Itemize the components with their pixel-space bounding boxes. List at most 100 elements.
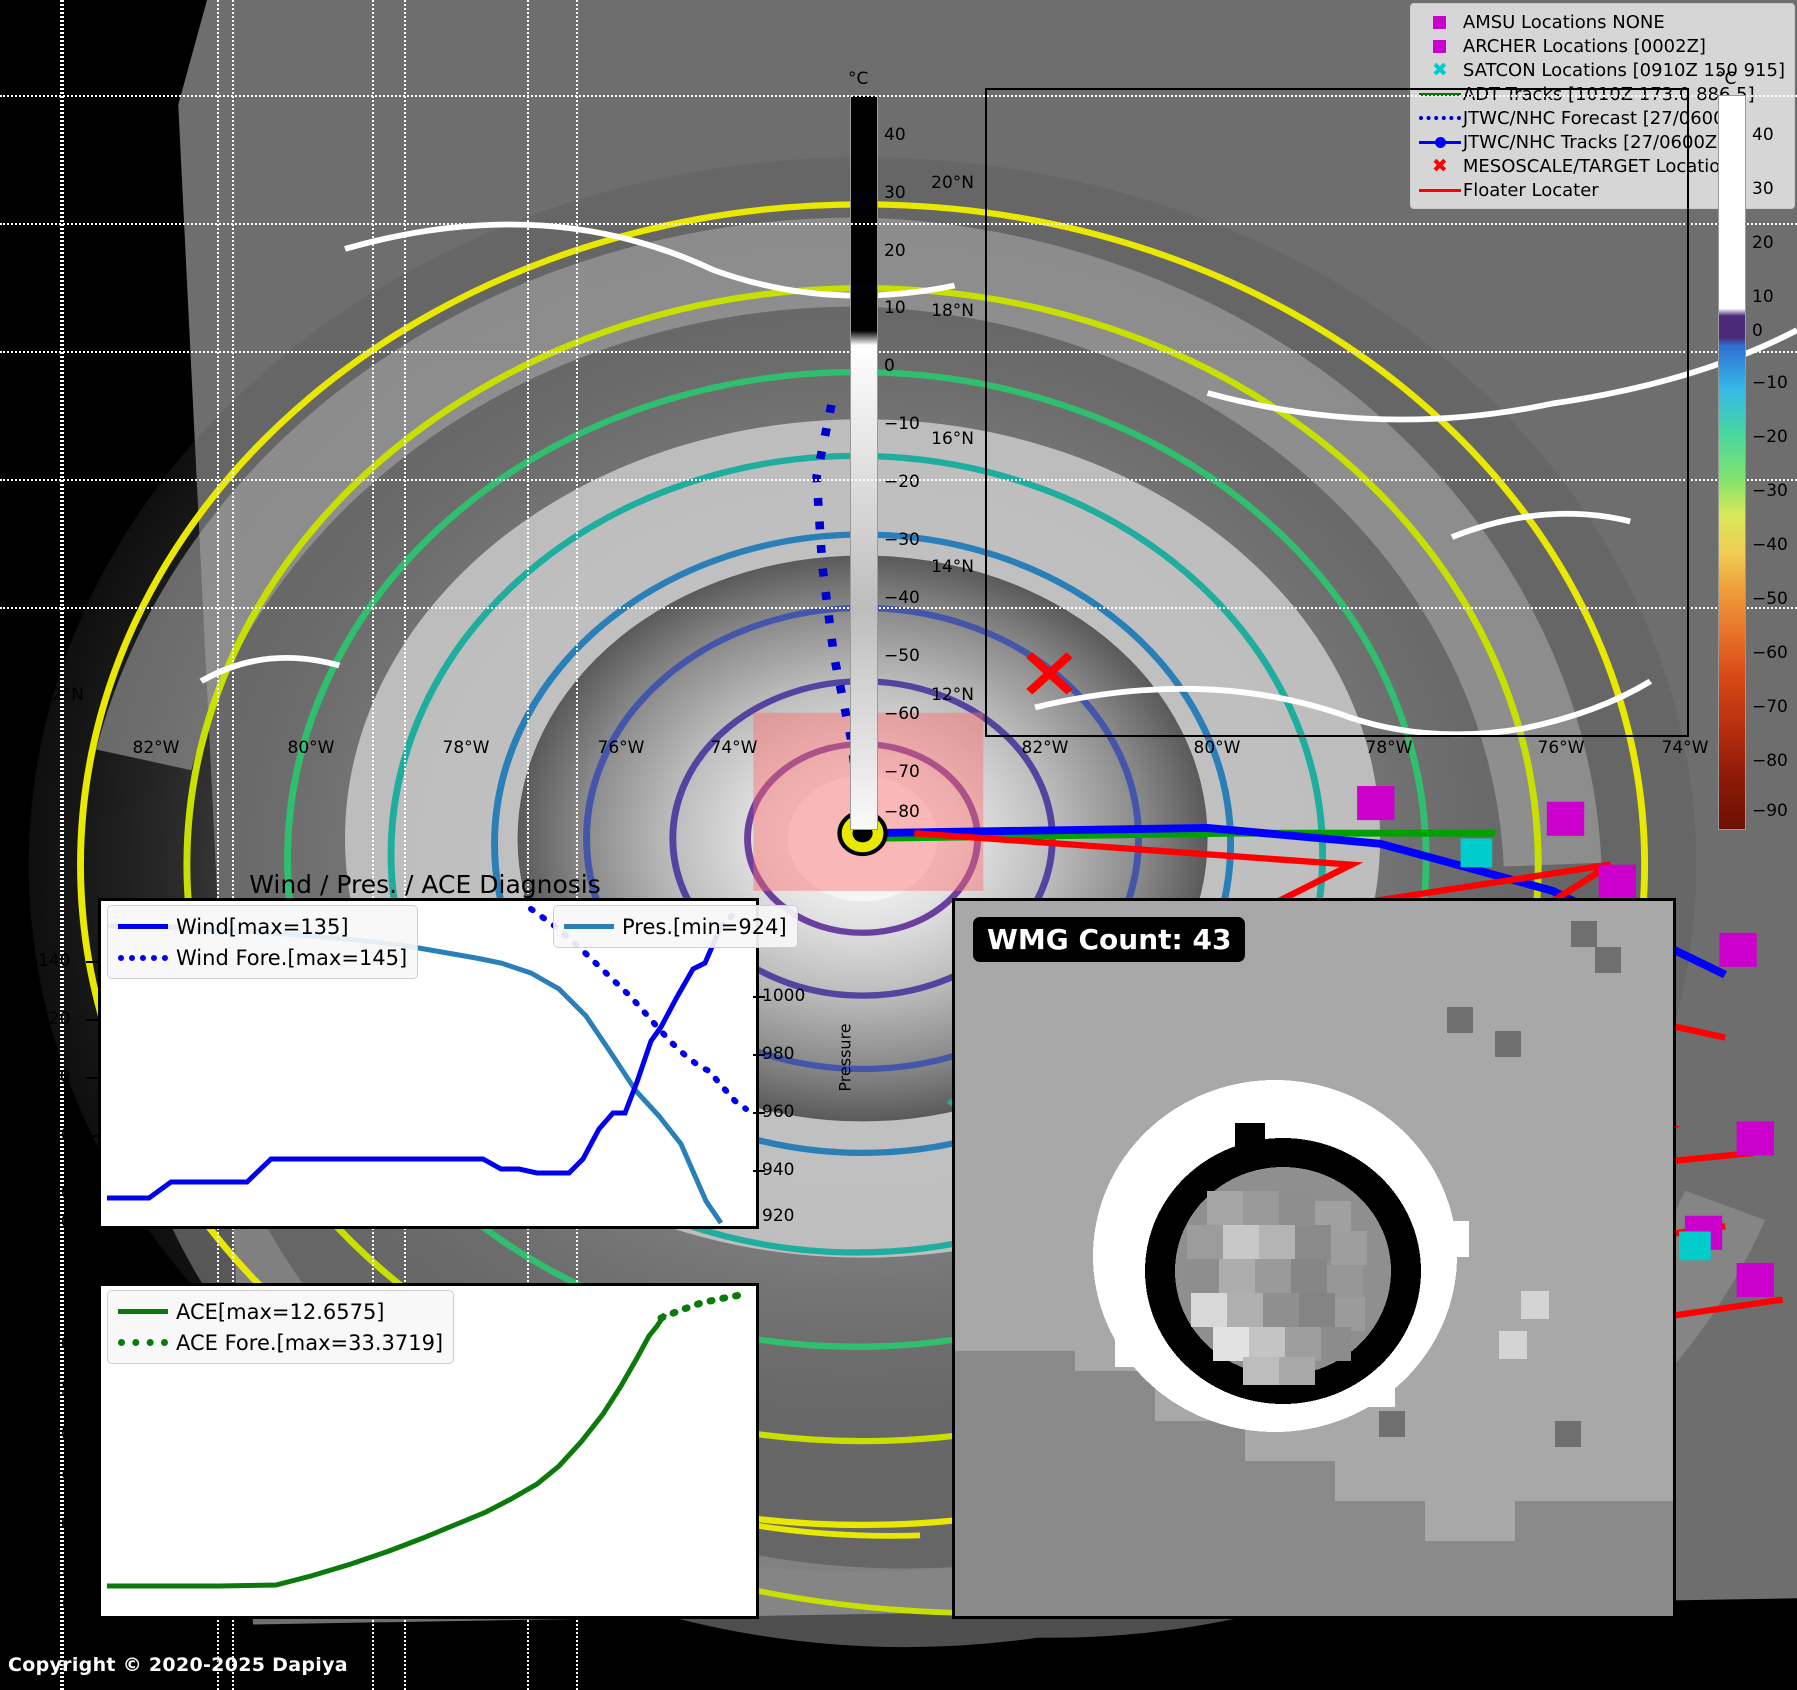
y-tick-label: 40 bbox=[50, 1212, 72, 1232]
y-tick-label: 16°N bbox=[931, 429, 974, 449]
y2-tick-label: 920 bbox=[762, 1206, 795, 1226]
ace-lines bbox=[107, 1290, 750, 1589]
y-tick-label: 0 bbox=[62, 1594, 73, 1614]
wmg-count-badge: WMG Count: 43 bbox=[973, 917, 1246, 962]
colorbar-tick: 10 bbox=[1752, 287, 1774, 307]
y-tick-label: 80 bbox=[50, 1125, 72, 1145]
colorbar-tick: −40 bbox=[1752, 535, 1788, 555]
colorbar-tick: −10 bbox=[1752, 373, 1788, 393]
legend-item-wind[interactable]: Wind[max=135] bbox=[118, 911, 407, 942]
y-tick-label: 25 bbox=[50, 1379, 72, 1399]
y2-tick-label: 940 bbox=[762, 1160, 795, 1180]
y-tick-label: 12°N bbox=[41, 685, 84, 705]
grid-line-vertical bbox=[404, 0, 406, 1690]
colorbar-tick: −50 bbox=[884, 646, 920, 666]
y2-tick-label: 980 bbox=[762, 1044, 795, 1064]
wind-chart-legend: Wind[max=135] Wind Fore.[max=145] bbox=[107, 905, 419, 979]
ace-plot[interactable]: ACE[max=12.6575] ACE Fore.[max=33.3719] bbox=[98, 1283, 759, 1619]
colorbar-ticks: 40 30 20 10 0 −10 −20 −30 −40 −50 −60 −7… bbox=[884, 95, 944, 830]
x-tick-label: 76°W bbox=[597, 738, 645, 758]
colorbar-tick: −90 bbox=[1752, 801, 1788, 821]
y-tick-label: 30 bbox=[50, 1334, 72, 1354]
y-tick-label: 16°N bbox=[41, 429, 84, 449]
grid-line-vertical bbox=[60, 0, 62, 1690]
x-tick-label: 78°W bbox=[442, 738, 490, 758]
legend-item-pressure[interactable]: Pres.[min=924] bbox=[564, 911, 787, 942]
y-tick-label: 20°N bbox=[41, 173, 84, 193]
ace-chart-legend: ACE[max=12.6575] ACE Fore.[max=33.3719] bbox=[107, 1290, 455, 1364]
y-tick-label: 18°N bbox=[931, 301, 974, 321]
grid-line-vertical bbox=[527, 0, 529, 1690]
x-tick-label: 74°W bbox=[710, 738, 758, 758]
grid-line-vertical bbox=[232, 0, 234, 1690]
y2-tick-label: 1000 bbox=[762, 986, 806, 1006]
x-tick-label: 80°W bbox=[287, 738, 335, 758]
legend-item-wind-forecast[interactable]: Wind Fore.[max=145] bbox=[118, 942, 407, 973]
colorbar-tick: −30 bbox=[1752, 481, 1788, 501]
dotted-line-marker-icon bbox=[118, 954, 176, 961]
colorbar-tick: −30 bbox=[884, 530, 920, 550]
line-marker-icon bbox=[564, 924, 622, 929]
colorbar-tick: −10 bbox=[884, 414, 920, 434]
awv-map-x-axis: 82°W 80°W 78°W 76°W 74°W bbox=[985, 738, 1709, 764]
y-tick-label: 100 bbox=[38, 1067, 71, 1087]
colorbar-tick: 40 bbox=[1752, 125, 1774, 145]
y-tick-label: 14°N bbox=[41, 557, 84, 577]
legend-item-ace-forecast[interactable]: ACE Fore.[max=33.3719] bbox=[118, 1327, 443, 1358]
colorbar-tick: −20 bbox=[884, 472, 920, 492]
x-tick-label: 80°W bbox=[1193, 738, 1241, 758]
ir-map-x-axis: 82°W 80°W 78°W 76°W 74°W bbox=[94, 738, 758, 764]
legend-label: Wind[max=135] bbox=[176, 914, 349, 939]
wind-pressure-chart-title: Wind / Pres. / ACE Diagnosis bbox=[249, 870, 601, 899]
colorbar-tick: 10 bbox=[884, 298, 906, 318]
colorbar-tick: −60 bbox=[1752, 643, 1788, 663]
colorbar-unit-label: °C bbox=[1716, 69, 1737, 89]
colorbar-tick: −40 bbox=[884, 588, 920, 608]
colorbar-tick: −60 bbox=[884, 704, 920, 724]
y-tick-label: 5 bbox=[62, 1559, 73, 1579]
x-tick-label: 82°W bbox=[1021, 738, 1069, 758]
wmg-image bbox=[955, 901, 1673, 1616]
y-tick-label: 10 bbox=[50, 1514, 72, 1534]
y-tick-label: 18°N bbox=[41, 301, 84, 321]
grid-line-vertical bbox=[576, 0, 578, 1690]
dotted-line-marker-icon bbox=[118, 1339, 176, 1346]
colorbar-tick: −80 bbox=[1752, 751, 1788, 771]
x-tick-label: 82°W bbox=[132, 738, 180, 758]
y-tick-label: 12°N bbox=[931, 685, 974, 705]
line-marker-icon bbox=[118, 1309, 176, 1314]
y-tick-label: 14°N bbox=[931, 557, 974, 577]
y-tick-label: 120 bbox=[38, 1009, 71, 1029]
colorbar-tick: 40 bbox=[884, 125, 906, 145]
pressure-axis-label: Pressure bbox=[835, 1023, 855, 1092]
legend-item-ace[interactable]: ACE[max=12.6575] bbox=[118, 1296, 443, 1327]
grid-line-vertical bbox=[62, 0, 64, 1690]
colorbar-ticks: 40 30 20 10 0 −10 −20 −30 −40 −50 −60 −7… bbox=[1752, 95, 1797, 830]
y-tick-label: 60 bbox=[50, 1183, 72, 1203]
wmg-panel[interactable]: WMG Count: 43 bbox=[952, 898, 1676, 1619]
legend-label: Pres.[min=924] bbox=[622, 914, 787, 939]
colorbar-tick: −20 bbox=[1752, 427, 1788, 447]
colorbar-tick: 0 bbox=[884, 356, 895, 376]
ir-colorbar: °C 40 30 20 10 0 −10 −20 −30 −40 −50 −60… bbox=[848, 69, 920, 830]
legend-label: ACE Fore.[max=33.3719] bbox=[176, 1330, 444, 1355]
colorbar-unit-label: °C bbox=[848, 69, 869, 89]
colorbar-tick: 0 bbox=[1752, 321, 1763, 341]
colorbar-tick: 30 bbox=[884, 183, 906, 203]
ace-axis-label: ACE bbox=[28, 1433, 48, 1466]
legend-label: Wind Fore.[max=145] bbox=[176, 945, 408, 970]
y-tick-label: 20 bbox=[50, 1424, 72, 1444]
grid-line-vertical bbox=[372, 0, 374, 1690]
grid-line-vertical bbox=[217, 0, 219, 1690]
wind-pressure-plot[interactable]: Wind[max=135] Wind Fore.[max=145] Pres.[… bbox=[98, 898, 798, 1229]
colorbar-tick: 30 bbox=[1752, 179, 1774, 199]
colorbar-tick: −50 bbox=[1752, 589, 1788, 609]
ir-map-y-axis: 20°N 18°N 16°N 14°N 12°N bbox=[10, 88, 92, 733]
awv-colorbar: °C 40 30 20 10 0 −10 −20 −30 −40 −50 −60… bbox=[1716, 69, 1788, 830]
colorbar-tick: 20 bbox=[884, 241, 906, 261]
colorbar-tick: 20 bbox=[1752, 233, 1774, 253]
y-tick-label: 20°N bbox=[931, 173, 974, 193]
colorbar-tick: −80 bbox=[884, 802, 920, 822]
